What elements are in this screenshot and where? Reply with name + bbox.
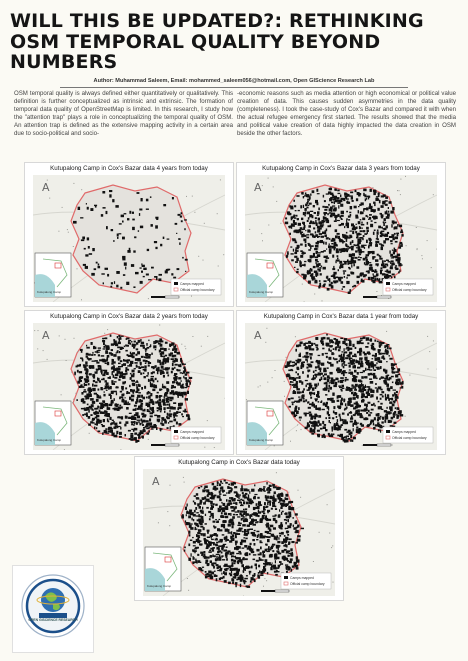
legend-item-camps: Camps mapped — [392, 282, 416, 286]
map-panel: Kutupalong Camp in Cox's Bazar data 3 ye… — [236, 162, 446, 307]
north-arrow-icon: A — [42, 329, 50, 342]
north-arrow-icon: A — [254, 329, 262, 342]
legend-item-camps: Camps mapped — [180, 430, 204, 434]
scale-bar — [164, 443, 180, 447]
north-arrow-icon: A — [254, 181, 262, 194]
map-legend: Camps mapped Official camp boundary — [382, 426, 434, 444]
inset-map: Kutupalong Camp — [34, 252, 72, 298]
author-line: Author: Muhammad Saleem, Email: mohammed… — [93, 78, 375, 84]
map-panel: Kutupalong Camp in Cox's Bazar data 2 ye… — [24, 310, 234, 455]
scale-bar — [274, 589, 290, 593]
camp-boundary — [70, 184, 192, 294]
legend-item-boundary: Official camp boundary — [180, 288, 215, 292]
map-title: Kutupalong Camp in Cox's Bazar data 1 ye… — [263, 313, 419, 320]
inset-label: Kutupalong Camp — [249, 290, 273, 294]
map-title: Kutupalong Camp in Cox's Bazar data 3 ye… — [262, 165, 420, 172]
inset-label: Kutupalong Camp — [249, 438, 273, 442]
inset-label: Kutupalong Camp — [37, 438, 61, 442]
map-legend: Camps mapped Official camp boundary — [280, 572, 332, 590]
map-panel: Kutupalong Camp in Cox's Bazar data 4 ye… — [24, 162, 234, 307]
legend-item-boundary: Official camp boundary — [392, 436, 427, 440]
scale-bar — [376, 295, 392, 299]
scale-bar — [151, 444, 165, 446]
north-arrow-icon: A — [42, 181, 50, 194]
camp-map: A Kutupalong Camp Camps mapped Official cam… — [245, 323, 437, 450]
camp-footprints — [34, 179, 225, 301]
inset-map: Kutupalong Camp — [34, 400, 72, 446]
camp-map: A Kutupalong Camp Camps mapped Official cam… — [245, 175, 437, 302]
map-title: Kutupalong Camp in Cox's Bazar data 2 ye… — [50, 313, 208, 320]
camp-map: A Kutupalong Camp Camps mapped Official cam… — [33, 323, 225, 450]
map-panel: Kutupalong Camp in Cox's Bazar data toda… — [134, 456, 344, 601]
scale-bar — [376, 443, 392, 447]
lab-logo: OPEN GISCIENCE RESEARCH — [12, 565, 94, 653]
map-legend: Camps mapped Official camp boundary — [170, 278, 222, 296]
abstract-left-column: OSM temporal quality is always defined e… — [14, 90, 233, 137]
scale-bar — [151, 296, 165, 298]
map-legend: Camps mapped Official camp boundary — [382, 278, 434, 296]
abstract-right-column: -economic reasons such as media attentio… — [237, 90, 456, 137]
inset-label: Kutupalong Camp — [37, 290, 61, 294]
camp-footprints — [145, 472, 334, 596]
camp-footprints — [246, 327, 437, 447]
divider — [60, 87, 408, 88]
poster-title: WILL THIS BE UPDATED?: RETHINKING OSM TE… — [10, 10, 424, 73]
legend-item-camps: Camps mapped — [392, 430, 416, 434]
legend-item-camps: Camps mapped — [180, 282, 204, 286]
map-title: Kutupalong Camp in Cox's Bazar data 4 ye… — [50, 165, 208, 172]
legend-item-boundary: Official camp boundary — [290, 582, 325, 586]
legend-item-boundary: Official camp boundary — [180, 436, 215, 440]
logo-caption: OPEN GISCIENCE RESEARCH — [28, 618, 78, 622]
inset-map: Kutupalong Camp — [246, 252, 284, 298]
scale-bar — [261, 590, 275, 592]
legend-item-boundary: Official camp boundary — [392, 288, 427, 292]
map-panel: Kutupalong Camp in Cox's Bazar data 1 ye… — [236, 310, 446, 455]
north-arrow-icon: A — [152, 475, 160, 488]
inset-map: Kutupalong Camp — [144, 546, 182, 592]
scale-bar — [164, 295, 180, 299]
camp-map: A Kutupalong Camp Camps mapped Official cam… — [33, 175, 225, 302]
inset-map: Kutupalong Camp — [246, 400, 284, 446]
map-title: Kutupalong Camp in Cox's Bazar data toda… — [178, 459, 300, 466]
camp-map: A Kutupalong Camp Camps mapped Official cam… — [143, 469, 335, 596]
globe-icon — [21, 574, 85, 638]
scale-bar — [363, 296, 377, 298]
scale-bar — [363, 444, 377, 446]
camp-footprints — [34, 324, 225, 450]
legend-item-camps: Camps mapped — [290, 576, 314, 580]
map-legend: Camps mapped Official camp boundary — [170, 426, 222, 444]
inset-label: Kutupalong Camp — [147, 584, 171, 588]
